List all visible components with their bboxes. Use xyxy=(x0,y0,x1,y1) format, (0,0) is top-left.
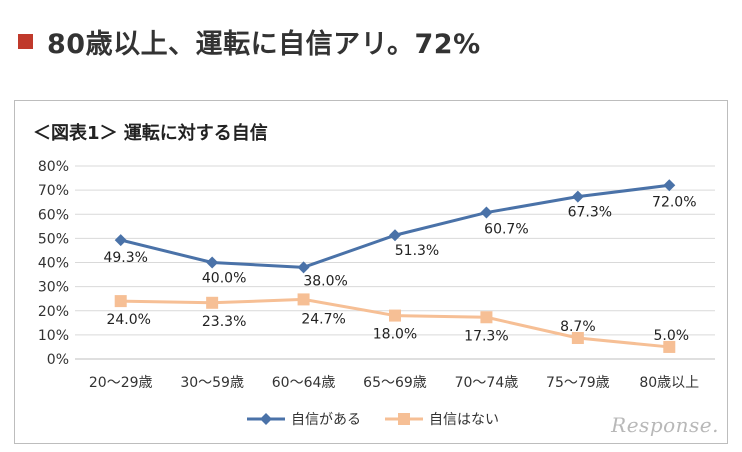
data-label: 67.3% xyxy=(568,205,612,221)
data-label: 24.0% xyxy=(106,312,150,328)
data-label: 60.7% xyxy=(484,222,528,238)
chart-title: ＜図表1＞ 運転に対する自信 xyxy=(33,123,268,144)
x-tick-label: 75～79歳 xyxy=(546,375,610,391)
data-label: 18.0% xyxy=(373,327,417,343)
data-point-square xyxy=(206,296,219,309)
y-tick-label: 30% xyxy=(38,280,69,296)
data-label: 23.3% xyxy=(202,314,246,330)
y-tick-label: 0% xyxy=(47,352,69,368)
headline-text: 80歳以上、運転に自信アリ。72% xyxy=(47,29,481,60)
data-label: 72.0% xyxy=(652,194,696,210)
data-point-square xyxy=(389,309,401,322)
chart-container: ＜図表1＞ 運転に対する自信 0% 10% 20% 30% 40% 50% 60% 70% 80… xyxy=(14,100,728,444)
y-tick-label: 40% xyxy=(38,256,69,272)
data-label: 17.3% xyxy=(464,328,508,344)
line-chart: 0% 10% 20% 30% 40% 50% 60% 70% 80% 20～29歳 30～59歳 60… xyxy=(38,159,715,428)
data-label: 38.0% xyxy=(303,273,347,289)
y-tick-label: 60% xyxy=(38,207,69,223)
data-label: 8.7% xyxy=(560,319,596,335)
response-watermark: Response. xyxy=(611,413,719,437)
data-point-diamond xyxy=(206,256,219,269)
data-point-square xyxy=(114,295,127,308)
y-tick-label: 10% xyxy=(38,328,69,344)
x-tick-label: 60～64歳 xyxy=(272,375,336,391)
data-point-diamond xyxy=(114,234,127,247)
y-tick-label: 80% xyxy=(38,159,69,175)
data-point-square xyxy=(297,293,310,306)
data-point-diamond xyxy=(480,206,493,219)
x-tick-label: 20～29歳 xyxy=(89,375,153,391)
headline: 80歳以上、運転に自信アリ。72% xyxy=(18,22,481,61)
data-label: 5.0% xyxy=(653,328,689,344)
data-point-square xyxy=(480,311,493,324)
data-label: 49.3% xyxy=(103,250,147,266)
data-point-diamond xyxy=(663,179,676,192)
x-tick-label: 70～74歳 xyxy=(455,375,519,391)
legend-marker xyxy=(398,413,410,425)
legend-marker xyxy=(260,413,272,425)
x-tick-label: 65～69歳 xyxy=(363,375,427,391)
y-tick-label: 20% xyxy=(38,304,69,320)
headline-marker xyxy=(18,34,33,49)
x-tick-label: 80歳以上 xyxy=(639,375,699,391)
y-tick-label: 50% xyxy=(38,231,69,247)
data-point-diamond xyxy=(389,229,401,242)
data-label: 51.3% xyxy=(395,243,439,259)
data-point-square xyxy=(571,332,584,345)
data-point-diamond xyxy=(571,190,584,203)
legend-label: 自信はない xyxy=(429,412,499,428)
data-label: 40.0% xyxy=(202,271,246,287)
legend-label: 自信がある xyxy=(291,412,361,428)
x-tick-label: 30～59歳 xyxy=(180,375,244,391)
data-point-diamond xyxy=(297,261,310,274)
data-point-square xyxy=(663,340,676,353)
data-label: 24.7% xyxy=(301,311,345,327)
y-tick-label: 70% xyxy=(38,183,69,199)
